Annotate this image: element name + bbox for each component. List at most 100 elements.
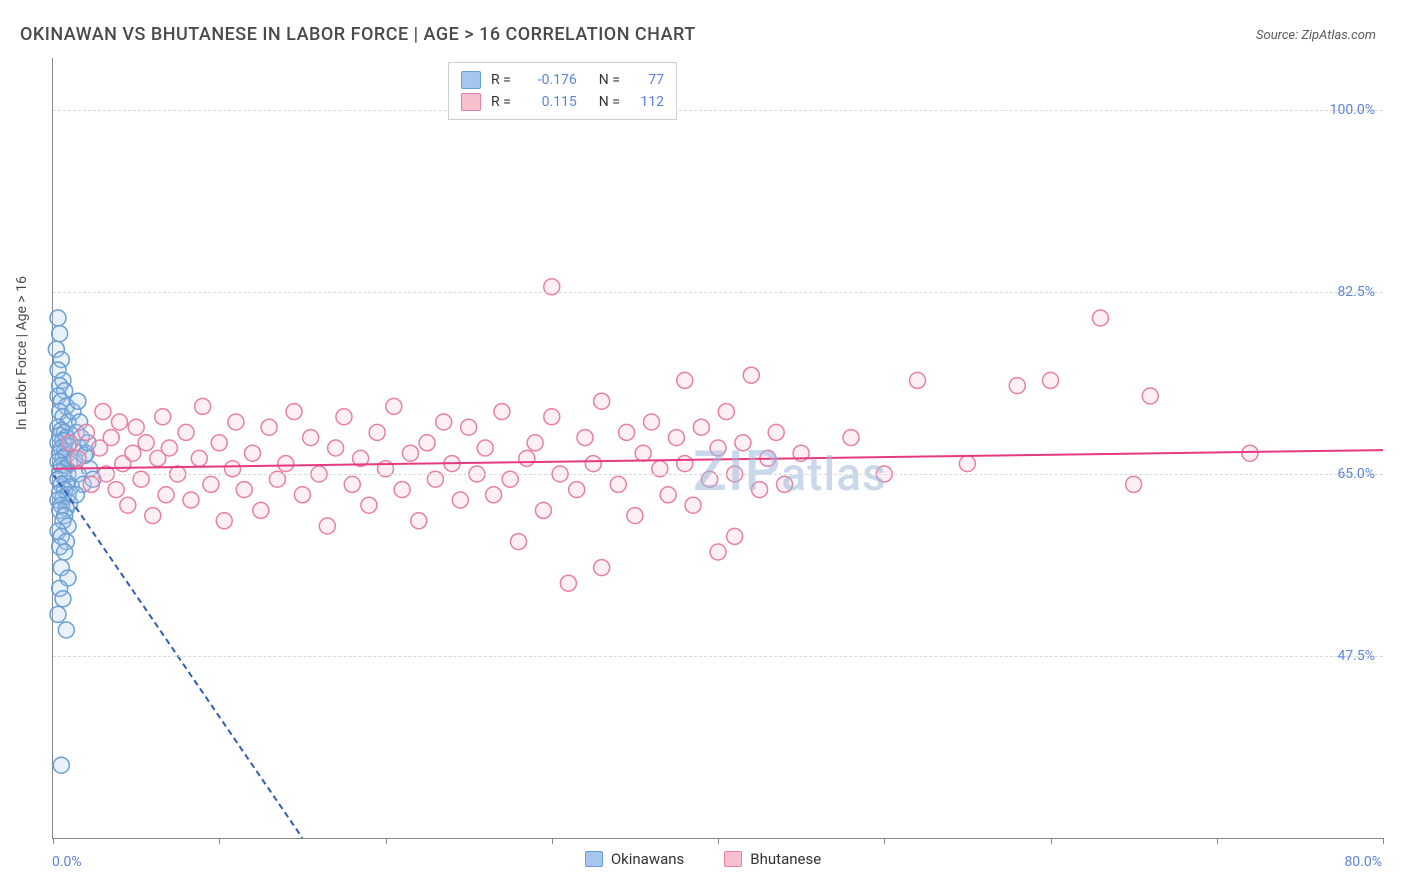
scatter-point xyxy=(138,435,154,451)
scatter-point xyxy=(735,435,751,451)
gridline xyxy=(53,474,1383,475)
scatter-point xyxy=(161,440,177,456)
scatter-point xyxy=(685,497,701,513)
legend-n-label: N = xyxy=(599,69,620,91)
scatter-point xyxy=(386,398,402,414)
scatter-point xyxy=(344,476,360,492)
x-tick xyxy=(53,838,54,844)
scatter-point xyxy=(55,591,71,607)
scatter-point xyxy=(585,456,601,472)
gridline xyxy=(53,292,1383,293)
scatter-point xyxy=(710,440,726,456)
scatter-point xyxy=(452,492,468,508)
scatter-point xyxy=(70,450,86,466)
scatter-point xyxy=(1092,310,1108,326)
x-tick xyxy=(386,838,387,844)
scatter-point xyxy=(577,430,593,446)
scatter-point xyxy=(145,508,161,524)
legend-n-value: 112 xyxy=(630,91,664,113)
scatter-point xyxy=(83,476,99,492)
scatter-point xyxy=(195,398,211,414)
legend-swatch-okinawans xyxy=(461,71,481,89)
scatter-point xyxy=(668,430,684,446)
scatter-point xyxy=(627,508,643,524)
plot-area: ZIPatlas 47.5%65.0%82.5%100.0% xyxy=(52,58,1383,839)
scatter-point xyxy=(477,440,493,456)
x-tick xyxy=(219,838,220,844)
legend-r-value: -0.176 xyxy=(521,69,577,91)
scatter-point xyxy=(843,430,859,446)
scatter-point xyxy=(519,450,535,466)
legend-r-value: 0.115 xyxy=(521,91,577,113)
scatter-point xyxy=(278,456,294,472)
scatter-point xyxy=(50,606,66,622)
y-axis-label: In Labor Force | Age > 16 xyxy=(14,276,30,430)
legend-r-label: R = xyxy=(491,69,511,91)
x-tick xyxy=(884,838,885,844)
scatter-point xyxy=(710,544,726,560)
scatter-point xyxy=(677,372,693,388)
scatter-point xyxy=(191,450,207,466)
scatter-point xyxy=(50,310,66,326)
scatter-point xyxy=(52,326,68,342)
chart-root: OKINAWAN VS BHUTANESE IN LABOR FORCE | A… xyxy=(0,0,1406,892)
scatter-point xyxy=(57,544,73,560)
scatter-point xyxy=(78,424,94,440)
scatter-point xyxy=(394,482,410,498)
scatter-point xyxy=(752,482,768,498)
scatter-point xyxy=(183,492,199,508)
scatter-point xyxy=(569,482,585,498)
scatter-point xyxy=(112,414,128,430)
gridline xyxy=(53,110,1383,111)
legend-item-okinawans: Okinawans xyxy=(585,850,684,868)
legend-item-bhutanese: Bhutanese xyxy=(724,850,821,868)
scatter-point xyxy=(777,476,793,492)
scatter-point xyxy=(527,435,543,451)
scatter-point xyxy=(319,518,335,534)
legend-swatch-bhutanese xyxy=(461,93,481,111)
scatter-point xyxy=(1142,388,1158,404)
legend-row-bhutanese: R = 0.115 N = 112 xyxy=(461,91,664,113)
scatter-point xyxy=(402,445,418,461)
scatter-point xyxy=(125,445,141,461)
scatter-point xyxy=(436,414,452,430)
legend-bottom-label: Okinawans xyxy=(611,850,684,868)
legend-n-label: N = xyxy=(599,91,620,113)
scatter-point xyxy=(158,487,174,503)
scatter-point xyxy=(70,393,86,409)
x-tick xyxy=(1383,838,1384,844)
x-tick xyxy=(1051,838,1052,844)
gridline xyxy=(53,656,1383,657)
x-tick xyxy=(552,838,553,844)
plot-svg xyxy=(53,58,1383,838)
y-tick-label: 47.5% xyxy=(1337,648,1375,664)
scatter-point xyxy=(128,419,144,435)
x-tick xyxy=(718,838,719,844)
scatter-point xyxy=(120,497,136,513)
legend-n-value: 77 xyxy=(630,69,664,91)
scatter-point xyxy=(461,419,477,435)
scatter-point xyxy=(560,575,576,591)
scatter-point xyxy=(369,424,385,440)
scatter-point xyxy=(245,445,261,461)
scatter-point xyxy=(336,409,352,425)
scatter-point xyxy=(743,367,759,383)
x-tick xyxy=(1217,838,1218,844)
legend-bottom-label: Bhutanese xyxy=(750,850,821,868)
scatter-point xyxy=(178,424,194,440)
y-tick-label: 100.0% xyxy=(1330,102,1375,118)
scatter-point xyxy=(1242,445,1258,461)
scatter-point xyxy=(910,372,926,388)
scatter-point xyxy=(216,513,232,529)
scatter-point xyxy=(610,476,626,492)
legend-bottom-swatch-bhutanese xyxy=(724,851,742,867)
scatter-point xyxy=(1009,378,1025,394)
scatter-point xyxy=(286,404,302,420)
scatter-point xyxy=(411,513,427,529)
scatter-point xyxy=(236,482,252,498)
scatter-point xyxy=(328,440,344,456)
y-tick-label: 82.5% xyxy=(1337,284,1375,300)
scatter-point xyxy=(486,487,502,503)
scatter-point xyxy=(53,757,69,773)
scatter-point xyxy=(644,414,660,430)
